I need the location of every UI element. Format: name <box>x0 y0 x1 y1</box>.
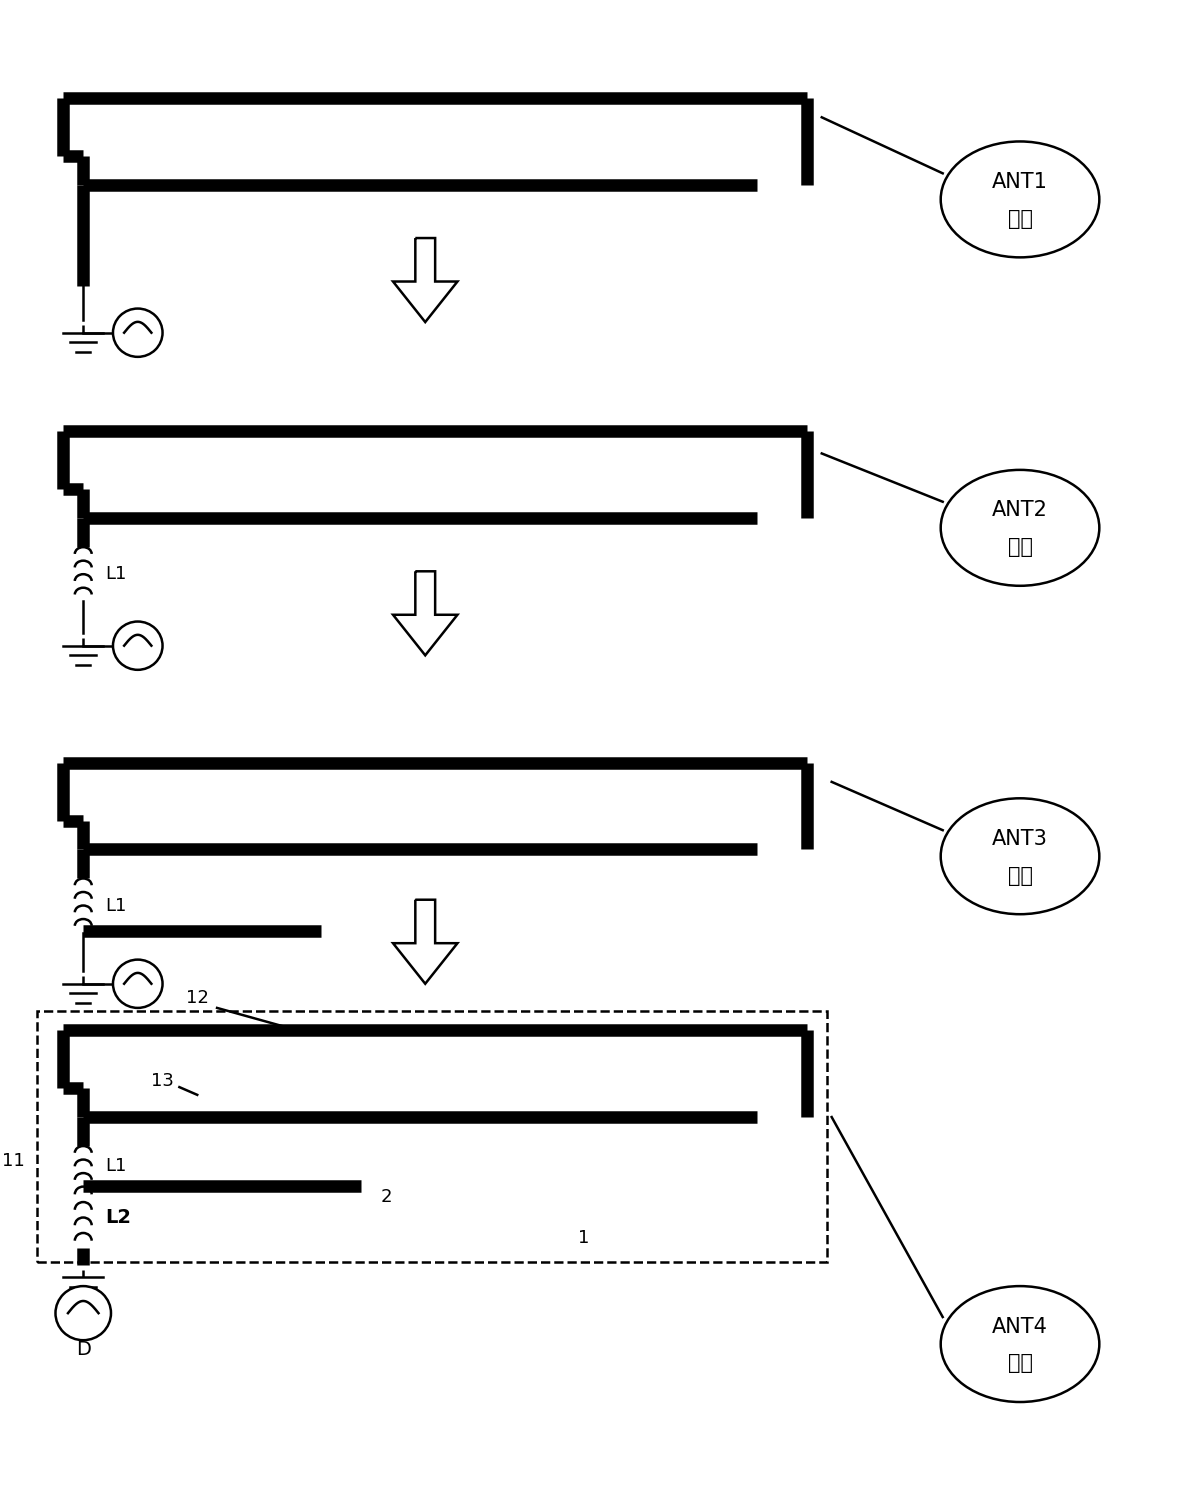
Text: 11: 11 <box>2 1152 25 1170</box>
Text: D: D <box>76 1341 91 1359</box>
Text: ANT3: ANT3 <box>992 830 1048 849</box>
Circle shape <box>113 960 163 1008</box>
Text: 天线: 天线 <box>1007 209 1033 228</box>
Bar <box>37 1011 826 1262</box>
Text: 天线: 天线 <box>1007 1353 1033 1374</box>
Circle shape <box>113 309 163 357</box>
Text: ANT4: ANT4 <box>992 1317 1048 1336</box>
Text: ANT1: ANT1 <box>992 172 1048 192</box>
Circle shape <box>56 1286 111 1340</box>
Text: ANT2: ANT2 <box>992 501 1048 520</box>
Text: L1: L1 <box>105 1158 126 1176</box>
Text: 天线: 天线 <box>1007 865 1033 885</box>
Text: 1: 1 <box>578 1228 590 1246</box>
Text: 13: 13 <box>151 1072 174 1090</box>
Text: 12: 12 <box>186 988 209 1006</box>
Ellipse shape <box>941 1286 1099 1402</box>
Circle shape <box>113 621 163 670</box>
Text: L1: L1 <box>105 566 126 584</box>
Ellipse shape <box>941 141 1099 258</box>
Text: 2: 2 <box>381 1188 392 1206</box>
Text: L2: L2 <box>105 1208 131 1227</box>
Ellipse shape <box>941 470 1099 586</box>
Text: 天线: 天线 <box>1007 537 1033 556</box>
Text: L1: L1 <box>105 897 126 915</box>
Ellipse shape <box>941 798 1099 914</box>
